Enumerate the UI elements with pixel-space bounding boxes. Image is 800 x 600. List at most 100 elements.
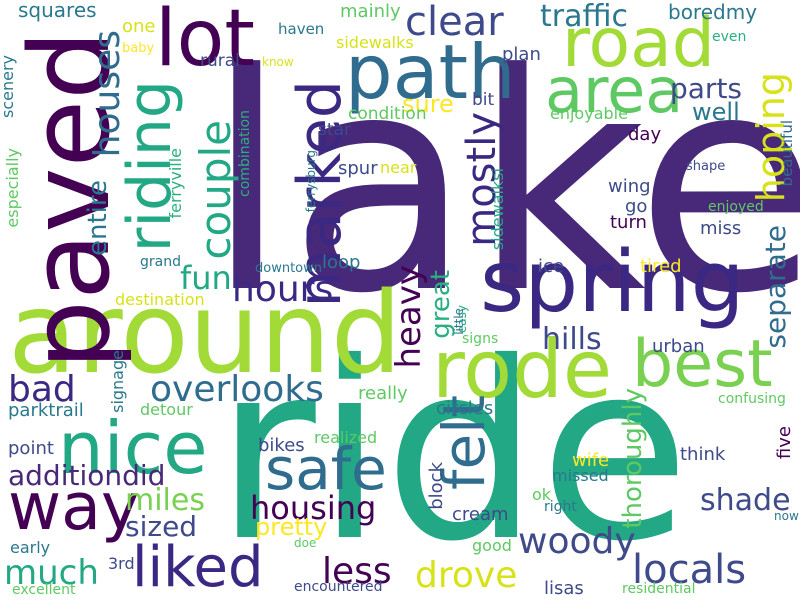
word-go: go <box>625 196 648 217</box>
word-wing: wing <box>608 176 651 197</box>
word-think: think <box>680 444 726 465</box>
word-one: one <box>122 16 156 37</box>
word-great: great <box>426 270 456 339</box>
word-locals: locals <box>632 547 747 593</box>
word-lisas: lisas <box>544 578 584 599</box>
word-separate: separate <box>759 225 792 349</box>
word-shade: shade <box>700 483 791 518</box>
word-good: good <box>472 536 512 555</box>
word-near: near <box>380 158 417 177</box>
word-liked: liked <box>132 535 264 600</box>
word-baby: baby <box>122 41 155 56</box>
word-ride: ride <box>215 310 691 595</box>
word-spring: spring <box>480 233 745 332</box>
word-squares: squares <box>18 0 97 22</box>
word-ice: ice <box>538 256 564 277</box>
word-now: now <box>774 509 799 523</box>
word-confusing: confusing <box>718 391 786 407</box>
word-circles: circles <box>436 398 494 419</box>
word-clear: clear <box>405 0 504 45</box>
word-parts: parts <box>670 72 743 105</box>
word-loop: loop <box>322 252 361 273</box>
word-safe: safe <box>265 435 387 503</box>
word-3rd: 3rd <box>108 554 135 573</box>
word-mainly: mainly <box>340 1 401 22</box>
word-houses: houses <box>87 30 128 158</box>
word-early: early <box>10 538 51 557</box>
word-combination: combination <box>237 110 253 197</box>
word-couple: couple <box>191 120 240 260</box>
word-condition: condition <box>348 104 427 124</box>
word-destination: destination <box>115 290 205 309</box>
word-point: point <box>8 438 54 459</box>
word-scenery: scenery <box>0 55 17 119</box>
word-encountered: encountered <box>294 579 383 595</box>
word-really: really <box>358 383 408 404</box>
word-around: around <box>8 269 402 399</box>
word-much: much <box>4 553 99 593</box>
word-housing: housing <box>250 489 377 527</box>
word-bikes: bikes <box>258 435 305 456</box>
word-excellent: excellent <box>12 582 76 598</box>
word-miles: miles <box>125 483 205 518</box>
word-pretty: pretty <box>255 513 328 541</box>
word-thoroughly: thoroughly <box>618 388 648 529</box>
word-area: area <box>545 54 684 127</box>
word-turn: turn <box>610 212 647 233</box>
word-best: best <box>632 327 773 402</box>
word-boredmy: boredmy <box>668 0 758 24</box>
word-lot: lot <box>155 0 255 84</box>
word-day: day <box>628 124 662 145</box>
word-know: know <box>262 55 294 69</box>
word-rode: rode <box>432 323 613 416</box>
word-residential: residential <box>622 581 696 597</box>
word-bit: bit <box>472 90 495 110</box>
word-sure: sure <box>402 90 454 118</box>
word-grand: grand <box>140 254 181 270</box>
word-entire: entire <box>83 180 113 257</box>
word-bad: bad <box>8 369 76 410</box>
word-lake: lake <box>205 10 800 359</box>
word-tired: tired <box>640 256 682 277</box>
word-star: star <box>318 120 351 140</box>
word-rural: rural <box>200 51 240 71</box>
word-especially: especially <box>3 148 22 228</box>
word-ferryville: ferryville <box>166 148 185 219</box>
word-signage: signage <box>108 350 127 413</box>
word-hills: hills <box>542 322 602 357</box>
word-drove: drove <box>415 555 518 596</box>
word-even: even <box>712 29 747 45</box>
word-parktrail: parktrail <box>8 400 84 421</box>
word-well: well <box>692 98 740 126</box>
word-five: five <box>774 426 795 460</box>
word-downtown: downtown <box>255 261 322 276</box>
word-enjoyed: enjoyed <box>708 199 764 215</box>
word-nice: nice <box>58 406 208 490</box>
word-way: way <box>8 470 140 545</box>
word-less: less <box>322 551 392 592</box>
word-fun: fun <box>180 259 232 297</box>
word-enjoyable: enjoyable <box>550 104 628 123</box>
word-ferrysburg: ferrysburg <box>304 150 318 213</box>
word-haven: haven <box>278 20 325 38</box>
word-heavy: heavy <box>389 265 429 369</box>
word-cream: cream <box>452 504 509 525</box>
word-spur: spur <box>338 158 378 179</box>
word-miss: miss <box>700 218 742 239</box>
word-wife: wife <box>572 450 610 471</box>
word-doe: doe <box>294 536 317 550</box>
word-sized: sized <box>125 510 198 543</box>
word-shape: shape <box>686 159 726 174</box>
word-hours: hours <box>232 269 334 310</box>
word-missed: missed <box>552 466 609 485</box>
word-road: road <box>562 4 715 83</box>
word-block: block <box>426 462 447 510</box>
word-ok: ok <box>532 485 552 504</box>
word-path: path <box>345 28 516 116</box>
word-right: right <box>544 499 577 515</box>
word-woody: woody <box>518 521 636 562</box>
word-plan: plan <box>502 44 541 65</box>
word-signs: signs <box>462 331 499 347</box>
word-sidewalksi: sidewalksi <box>488 168 507 251</box>
